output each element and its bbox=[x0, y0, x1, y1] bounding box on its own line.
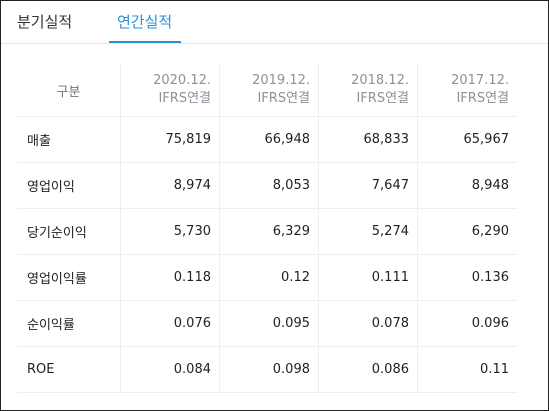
table-row: 영업이익률 0.118 0.12 0.111 0.136 bbox=[17, 255, 517, 301]
table-cell: 6,329 bbox=[220, 209, 319, 254]
tab-bar: 분기실적 연간실적 bbox=[1, 1, 548, 44]
table-row: ROE 0.084 0.098 0.086 0.11 bbox=[17, 347, 517, 393]
table-cell: 8,948 bbox=[471, 178, 509, 193]
tab-quarterly[interactable]: 분기실적 bbox=[17, 13, 73, 31]
table-cell: 0.084 bbox=[121, 347, 220, 392]
annual-results-table: 구분 2020.12. IFRS연결 2019.12. IFRS연결 2018.… bbox=[17, 64, 517, 393]
column-basis: IFRS연결 bbox=[257, 91, 310, 106]
table-cell: 0.095 bbox=[220, 301, 319, 346]
column-header: 2018.12. IFRS연결 bbox=[319, 64, 418, 116]
table-cell: 6,290 bbox=[471, 224, 509, 239]
table-row: 당기순이익 5,730 6,329 5,274 6,290 bbox=[17, 209, 517, 255]
table-cell: 66,948 bbox=[220, 117, 319, 162]
table-cell: 0.076 bbox=[121, 301, 220, 346]
table-cell: 75,819 bbox=[121, 117, 220, 162]
column-period: 2020.12. bbox=[153, 73, 211, 88]
row-label: 순이익률 bbox=[17, 301, 121, 346]
table-cell: 5,274 bbox=[319, 209, 418, 254]
row-label: 매출 bbox=[17, 117, 121, 162]
table-header-row: 구분 2020.12. IFRS연결 2019.12. IFRS연결 2018.… bbox=[17, 64, 517, 117]
table-row: 순이익률 0.076 0.095 0.078 0.096 bbox=[17, 301, 517, 347]
table-cell: 8,053 bbox=[220, 163, 319, 208]
table-cell: 7,647 bbox=[319, 163, 418, 208]
table-cell: 0.12 bbox=[220, 255, 319, 300]
column-header: 2020.12. IFRS연결 bbox=[121, 64, 220, 116]
table-cell: 0.111 bbox=[319, 255, 418, 300]
table-cell: 8,974 bbox=[121, 163, 220, 208]
table-cell: 0.078 bbox=[319, 301, 418, 346]
column-period: 2017.12. bbox=[451, 73, 509, 88]
column-header: 2019.12. IFRS연결 bbox=[220, 64, 319, 116]
row-label: 영업이익 bbox=[17, 163, 121, 208]
table-cell: 0.096 bbox=[471, 316, 509, 331]
row-label: 영업이익률 bbox=[17, 255, 121, 300]
table-cell: 0.11 bbox=[480, 362, 509, 377]
column-header: 2017.12. IFRS연결 bbox=[418, 64, 517, 116]
header-label: 구분 bbox=[17, 64, 121, 116]
table-cell: 0.098 bbox=[220, 347, 319, 392]
column-basis: IFRS연결 bbox=[456, 91, 509, 106]
row-label: ROE bbox=[17, 347, 121, 392]
column-basis: IFRS연결 bbox=[356, 91, 409, 106]
table-cell: 0.118 bbox=[121, 255, 220, 300]
table-row: 매출 75,819 66,948 68,833 65,967 bbox=[17, 117, 517, 163]
table-cell: 65,967 bbox=[463, 132, 510, 147]
table-cell: 0.086 bbox=[319, 347, 418, 392]
table-cell: 0.136 bbox=[471, 270, 509, 285]
column-period: 2018.12. bbox=[351, 73, 409, 88]
active-tab-indicator bbox=[109, 41, 181, 43]
column-period: 2019.12. bbox=[252, 73, 310, 88]
column-basis: IFRS연결 bbox=[158, 91, 211, 106]
row-label: 당기순이익 bbox=[17, 209, 121, 254]
tab-annual[interactable]: 연간실적 bbox=[117, 13, 173, 31]
table-row: 영업이익 8,974 8,053 7,647 8,948 bbox=[17, 163, 517, 209]
table-cell: 5,730 bbox=[121, 209, 220, 254]
table-cell: 68,833 bbox=[319, 117, 418, 162]
